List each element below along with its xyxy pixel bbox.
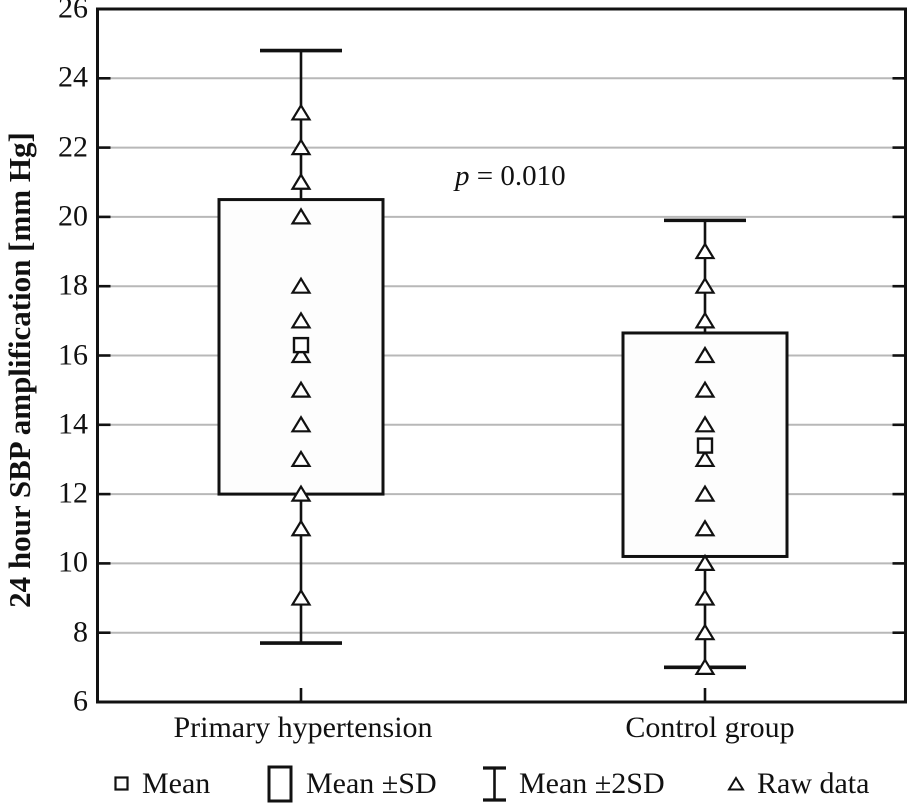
raw-data-marker: [290, 449, 312, 468]
raw-data-marker: [694, 276, 716, 294]
p-value-annotation: p = 0.010: [455, 160, 566, 193]
y-tick-label: 22: [58, 129, 88, 163]
raw-data-marker: [290, 484, 312, 502]
legend-item-mean-2sd: Mean ±2SD: [481, 762, 665, 805]
raw-data-marker: [290, 172, 312, 190]
mean-marker: [696, 437, 714, 454]
raw-data-marker: [694, 380, 716, 398]
legend-label-mean-2sd: Mean ±2SD: [519, 766, 665, 800]
raw-data-marker: [290, 345, 312, 364]
legend-item-mean-sd: Mean ±SD: [266, 762, 437, 805]
raw-data-marker: [290, 137, 312, 156]
raw-data-marker: [290, 276, 312, 294]
raw-data-marker: [694, 311, 716, 329]
raw-data-marker: [694, 449, 716, 468]
y-tick-label: 8: [73, 615, 88, 649]
y-axis-title: 24 hour SBP amplification [mm Hg]: [2, 132, 37, 608]
p-value-variable: p: [455, 160, 470, 192]
x-category-label-control-group: Control group: [625, 711, 795, 744]
raw-data-triangle-icon: [727, 776, 745, 791]
y-tick-label: 26: [58, 0, 88, 25]
y-tick-label: 18: [58, 268, 88, 302]
raw-data-marker: [694, 519, 716, 537]
raw-data-marker: [290, 380, 312, 398]
raw-data-marker: [694, 241, 716, 260]
legend-label-raw-data: Raw data: [757, 766, 870, 800]
raw-data-marker: [694, 657, 716, 675]
legend-label-mean: Mean: [142, 766, 211, 800]
raw-data-marker: [694, 484, 716, 502]
legend-item-raw-data: Raw data: [726, 762, 869, 805]
mean-square-icon: [114, 775, 129, 791]
raw-data-marker: [694, 415, 716, 433]
raw-data-marker: [290, 415, 312, 433]
raw-data-marker: [694, 553, 716, 572]
p-value-text: = 0.010: [469, 160, 566, 192]
legend: Mean Mean ±SD Mean ±2SD Raw data: [0, 762, 909, 805]
plot-frame: [96, 7, 907, 704]
mean-marker: [292, 336, 310, 354]
legend-label-mean-sd: Mean ±SD: [306, 766, 437, 800]
sd-box-icon: [267, 765, 293, 802]
raw-data-marker: [694, 588, 716, 606]
error-bar-icon: [483, 765, 506, 802]
raw-data-marker: [290, 519, 312, 537]
raw-data-marker: [290, 588, 312, 606]
y-tick-label: 24: [58, 60, 88, 94]
y-tick-label: 14: [58, 407, 88, 441]
y-tick-label: 12: [58, 476, 88, 510]
raw-data-marker: [694, 623, 716, 641]
raw-data-marker: [290, 311, 312, 329]
raw-data-marker: [694, 345, 716, 364]
raw-data-marker: [290, 103, 312, 121]
legend-item-mean: Mean: [113, 762, 210, 805]
y-tick-label: 20: [58, 199, 88, 233]
raw-data-marker: [290, 207, 312, 225]
x-category-label-primary-hypertension: Primary hypertension: [173, 711, 433, 744]
y-tick-label: 6: [73, 684, 88, 718]
y-tick-label: 10: [58, 545, 88, 579]
y-tick-label: 16: [58, 337, 88, 371]
